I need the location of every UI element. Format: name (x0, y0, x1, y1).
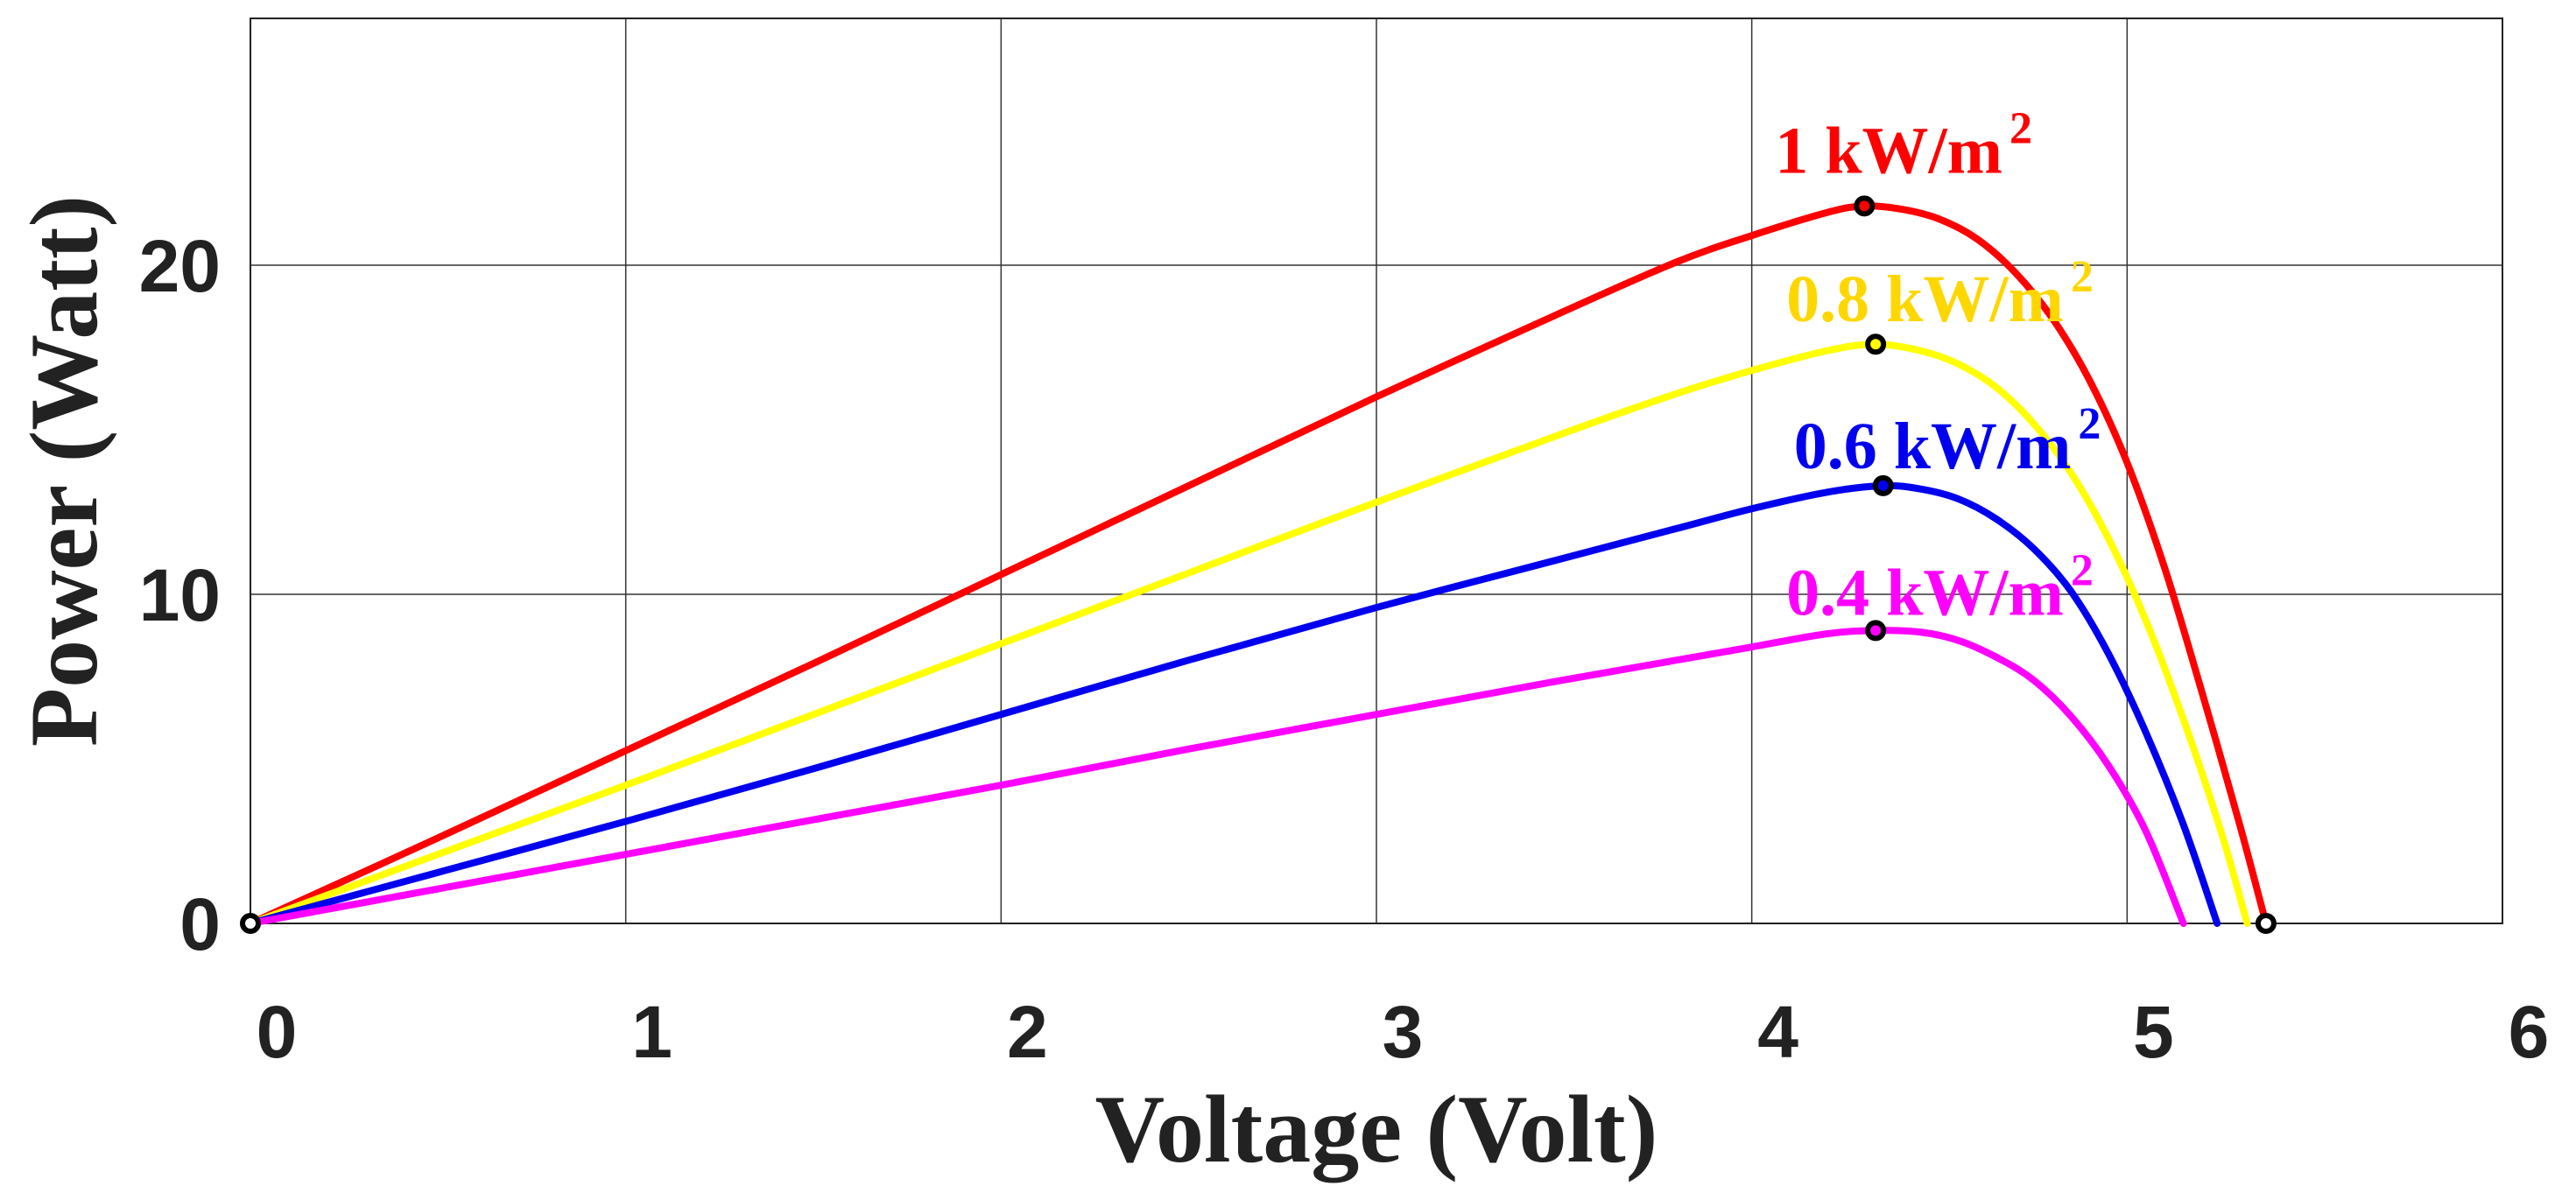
series-label-text: 0.8 kW/m (1786, 263, 2064, 336)
series-line (247, 340, 2251, 927)
series-label-text: 0.4 kW/m (1786, 556, 2064, 629)
series-label: 0.8 kW/m 2 (1786, 252, 2094, 336)
series-label: 1 kW/m 2 (1775, 103, 2032, 187)
series-label: 0.4 kW/m 2 (1786, 545, 2094, 629)
x-tick-label: 3 (1383, 991, 1424, 1073)
origin-marker (240, 913, 261, 934)
x-tick-label: 4 (1757, 991, 1798, 1073)
mpp-marker (1865, 620, 1887, 642)
series-label: 0.6 kW/m 2 (1794, 399, 2101, 483)
series-label-superscript: 2 (2009, 103, 2032, 153)
x-tick-label: 2 (1007, 991, 1048, 1073)
series-label-superscript: 2 (2071, 545, 2094, 595)
series-label-text: 1 kW/m (1775, 114, 2002, 187)
series-curves (247, 202, 2270, 927)
mpp-marker (1854, 195, 1876, 217)
mpp-marker (1872, 474, 1894, 496)
series-label-superscript: 2 (2078, 399, 2101, 449)
series-label-text: 0.6 kW/m (1794, 410, 2072, 483)
x-tick-label: 5 (2133, 991, 2174, 1073)
y-tick-label: 0 (179, 883, 221, 965)
series-label-superscript: 2 (2071, 252, 2094, 302)
y-tick-label: 10 (139, 554, 221, 636)
y-tick-labels: 0 10 20 (139, 225, 221, 965)
x-tick-label: 6 (2509, 991, 2550, 1073)
y-tick-label: 20 (139, 225, 221, 307)
mpp-markers (240, 195, 2277, 934)
x-axis-label: Voltage (Volt) (1095, 1076, 1658, 1182)
x-tick-label: 0 (257, 991, 298, 1073)
x-tick-label: 1 (631, 991, 672, 1073)
series-labels: 1 kW/m 20.8 kW/m 20.6 kW/m 20.4 kW/m 2 (1775, 103, 2101, 629)
series-line (247, 627, 2187, 927)
series-line (247, 202, 2270, 927)
x-tick-labels: 0 1 2 3 4 5 6 (257, 991, 2550, 1073)
series-line (247, 481, 2221, 927)
plot-frame (250, 18, 2503, 924)
voc-marker (2255, 913, 2277, 934)
mpp-marker (1865, 333, 1887, 355)
y-axis-label: Power (Watt) (11, 195, 117, 747)
